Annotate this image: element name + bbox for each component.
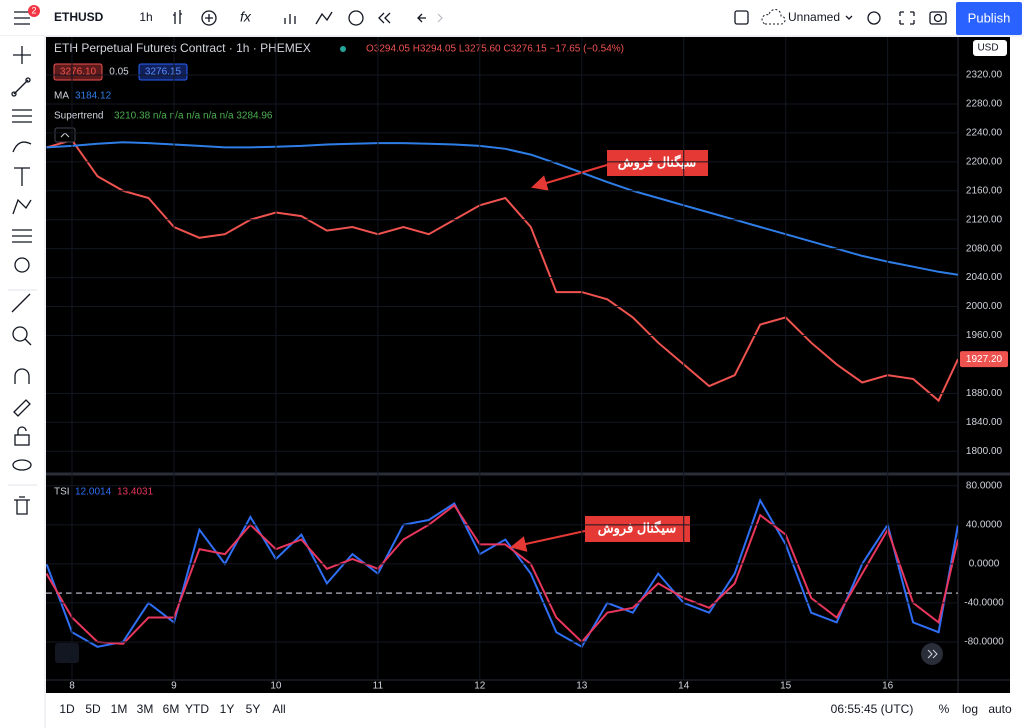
annotation-box — [585, 516, 690, 542]
y-tick-label: 2280.00 — [966, 99, 1003, 110]
y-tick-label: 80.0000 — [966, 480, 1003, 491]
clock: 06:55:45 (UTC) — [831, 702, 914, 716]
series-line — [46, 139, 958, 403]
y-tick-label: 0.0000 — [969, 559, 1000, 570]
percent-toggle[interactable]: % — [939, 702, 950, 716]
tsi-label: TSI — [54, 487, 70, 498]
bid: 3276.10 — [60, 67, 97, 78]
templates[interactable] — [284, 14, 296, 24]
range-button[interactable]: 6M — [163, 702, 180, 716]
top-toolbar — [0, 0, 1024, 36]
bottom-toolbar — [46, 694, 1024, 728]
range-button[interactable]: All — [272, 702, 285, 716]
undo[interactable] — [417, 13, 426, 23]
price-pane — [46, 139, 958, 403]
supertrend-label: Supertrend — [54, 111, 103, 122]
range-button[interactable]: 5D — [85, 702, 101, 716]
y-tick-label: 1840.00 — [966, 417, 1003, 428]
currency-button[interactable] — [973, 40, 1007, 56]
auto-toggle[interactable]: auto — [988, 702, 1012, 716]
spread: 0.05 — [109, 67, 129, 78]
ma-value: 3184.12 — [75, 91, 112, 102]
y-tick-label: 1960.00 — [966, 330, 1003, 341]
x-tick-label: 9 — [171, 681, 177, 692]
alert[interactable] — [348, 10, 364, 26]
symbol-title: ETH Perpetual Futures Contract · 1h · PH… — [54, 41, 311, 55]
range-button[interactable]: 5Y — [246, 702, 261, 716]
left-toolbar — [0, 36, 45, 728]
supertrend-values: 3210.38 n/a n/a n/a n/a n/a 3284.96 — [114, 111, 273, 122]
badge — [28, 5, 40, 17]
y-tick-label: 2000.00 — [966, 301, 1003, 312]
series-line — [46, 503, 958, 645]
range-button[interactable]: 1Y — [220, 702, 235, 716]
x-tick-label: 15 — [780, 681, 792, 692]
x-tick-label: 13 — [576, 681, 588, 692]
y-tick-label: 2040.00 — [966, 272, 1003, 283]
replay[interactable] — [378, 12, 391, 24]
y-tick-label: 1880.00 — [966, 388, 1003, 399]
drawing-tools[interactable] — [11, 46, 32, 515]
x-tick-label: 16 — [882, 681, 894, 692]
currency[interactable]: USD — [977, 43, 998, 54]
checkbox[interactable] — [734, 10, 749, 25]
tsi-value: 12.0014 — [75, 487, 112, 498]
ohlc: O3294.05 H3294.05 L3275.60 C3276.15 −17.… — [366, 44, 624, 55]
last-price: 1927.20 — [966, 354, 1003, 365]
ma-label: MA — [54, 91, 69, 102]
publish-label[interactable]: Publish — [968, 10, 1011, 25]
badge-count: 2 — [31, 5, 36, 15]
y-tick-label: -40.0000 — [964, 598, 1004, 609]
range-button[interactable]: 3M — [137, 702, 154, 716]
redo[interactable] — [437, 13, 443, 23]
y-tick-label: 2120.00 — [966, 214, 1003, 225]
tsi-pane — [46, 498, 958, 649]
compare[interactable] — [315, 11, 333, 25]
annotation: سیگنال فروش — [598, 519, 677, 536]
x-tick-label: 14 — [678, 681, 690, 692]
y-tick-label: -80.0000 — [964, 637, 1004, 648]
x-tick-label: 11 — [373, 681, 384, 692]
last-price-box — [960, 351, 1008, 368]
indicator-add[interactable] — [201, 10, 217, 26]
series-line — [46, 141, 958, 276]
chart-type-button[interactable] — [173, 10, 182, 24]
range-button[interactable]: 1D — [59, 702, 75, 716]
annotation-box — [607, 150, 708, 176]
range-button[interactable]: 1M — [111, 702, 128, 716]
publish-button[interactable] — [956, 2, 1022, 35]
x-tick-label: 10 — [270, 681, 282, 692]
x-tick-label: 8 — [69, 681, 75, 692]
log-toggle[interactable]: log — [962, 702, 978, 716]
fullscreen[interactable] — [899, 11, 915, 25]
y-tick-label: 2080.00 — [966, 243, 1003, 254]
chart-area — [46, 37, 1010, 693]
series-line — [46, 498, 958, 649]
tsi-signal-value: 13.4031 — [117, 487, 154, 498]
menu-button[interactable] — [14, 11, 30, 25]
layout-name[interactable]: Unnamed — [788, 10, 840, 24]
y-tick-label: 2200.00 — [966, 157, 1003, 168]
interval[interactable]: 1h — [139, 10, 152, 24]
y-tick-label: 2320.00 — [966, 70, 1003, 81]
snapshot[interactable] — [929, 11, 947, 25]
y-tick-label: 1800.00 — [966, 446, 1003, 457]
y-tick-label: 2240.00 — [966, 128, 1003, 139]
settings[interactable] — [867, 11, 881, 25]
fx-icon[interactable]: fx — [240, 9, 252, 25]
ask: 3276.15 — [145, 67, 182, 78]
x-tick-label: 12 — [474, 681, 486, 692]
symbol[interactable]: ETHUSD — [54, 10, 104, 24]
y-tick-label: 40.0000 — [966, 519, 1003, 530]
range-button[interactable]: YTD — [185, 702, 209, 716]
y-tick-label: 2160.00 — [966, 185, 1003, 196]
